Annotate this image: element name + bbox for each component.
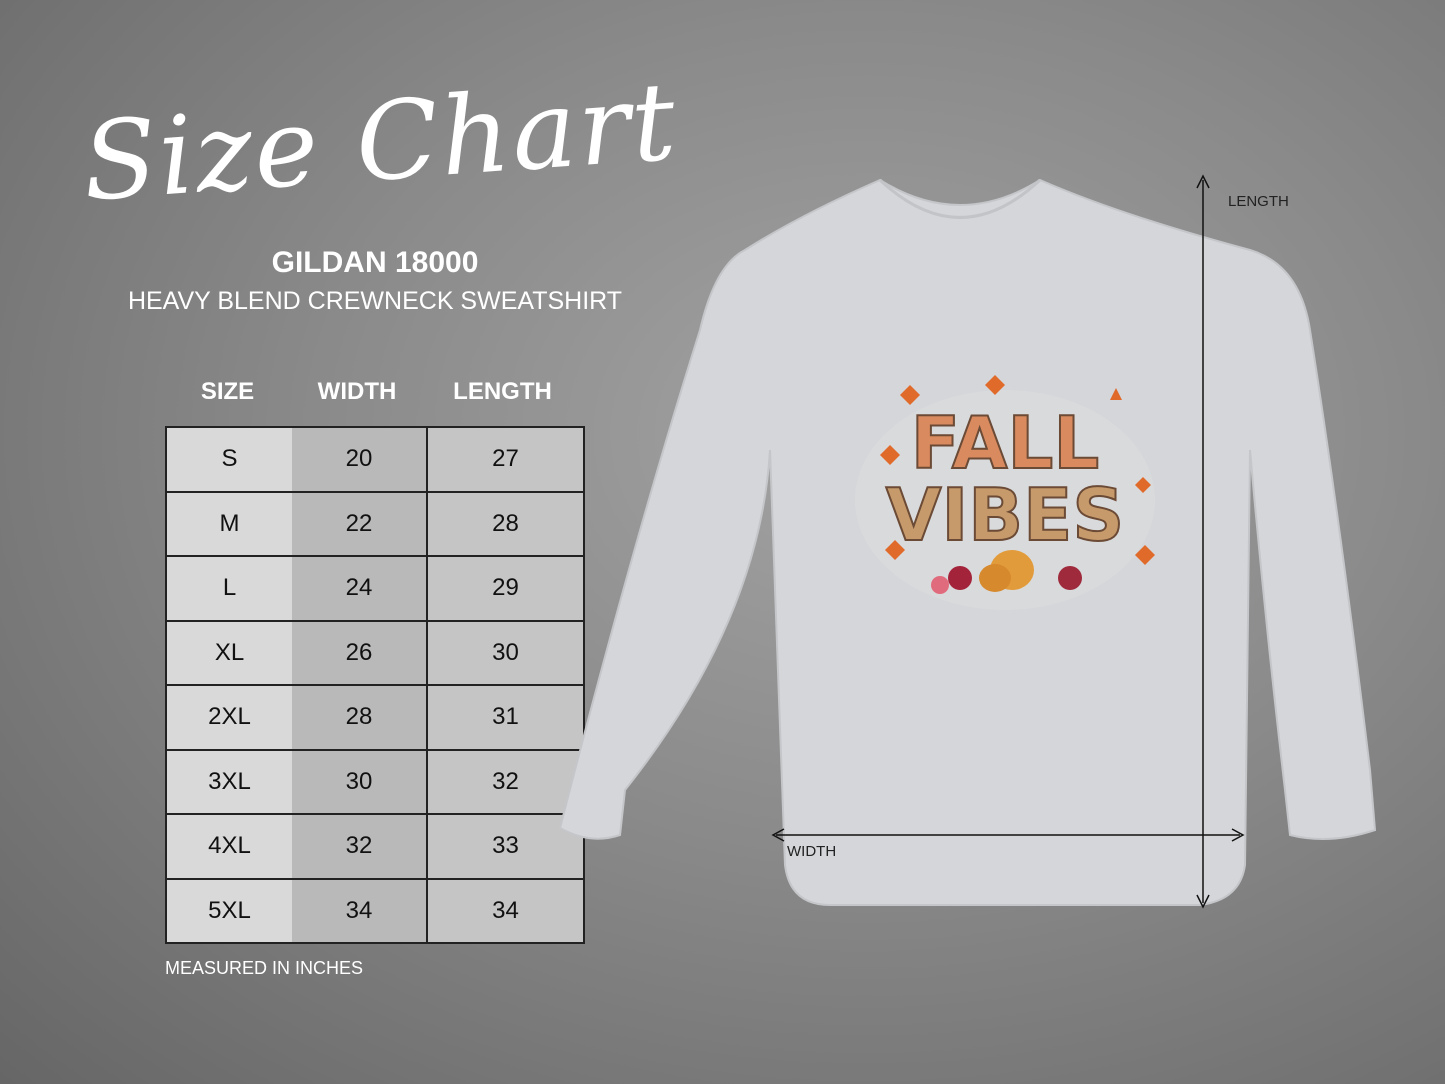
table-row: 3XL 30 32 <box>166 748 584 815</box>
width-cell: 24 <box>292 555 428 622</box>
width-cell: 32 <box>292 813 428 880</box>
column-header-width: WIDTH <box>317 378 397 405</box>
length-cell: 34 <box>427 877 584 944</box>
svg-text:VIBES: VIBES <box>886 473 1124 557</box>
column-header-size: SIZE <box>200 378 255 405</box>
table-row: M 22 28 <box>166 490 584 557</box>
length-cell: 30 <box>427 619 584 686</box>
length-cell: 27 <box>427 426 584 493</box>
product-subtitle: HEAVY BLEND CREWNECK SWEATSHIRT <box>127 287 623 315</box>
size-cell: 4XL <box>166 813 292 880</box>
table-row: 5XL 34 34 <box>166 877 584 944</box>
length-cell: 33 <box>427 813 584 880</box>
table-row: L 24 29 <box>166 555 584 622</box>
width-cell: 20 <box>292 426 428 493</box>
collar <box>878 178 1042 219</box>
length-cell: 28 <box>427 490 584 557</box>
size-cell: 2XL <box>166 684 292 751</box>
table-row: S 20 27 <box>166 426 584 493</box>
size-cell: 3XL <box>166 748 292 815</box>
length-cell: 32 <box>427 748 584 815</box>
width-label: WIDTH <box>787 843 837 860</box>
table-row: 2XL 28 31 <box>166 684 584 751</box>
width-cell: 26 <box>292 619 428 686</box>
length-cell: 29 <box>427 555 584 622</box>
length-cell: 31 <box>427 684 584 751</box>
size-cell: M <box>166 490 292 557</box>
width-cell: 28 <box>292 684 428 751</box>
size-cell: L <box>166 555 292 622</box>
size-cell: XL <box>166 619 292 686</box>
fall-vibes-print: FALL VIBES <box>855 375 1155 610</box>
measurement-note: MEASURED IN INCHES <box>165 958 364 978</box>
column-header-length: LENGTH <box>453 378 552 405</box>
brand-model: GILDAN 18000 <box>271 246 479 279</box>
size-table: S 20 27 M 22 28 L 24 29 XL 26 30 2XL 28 31 3XL 30 32 4XL 32… <box>165 426 585 944</box>
width-cell: 30 <box>292 748 428 815</box>
width-cell: 34 <box>292 877 428 944</box>
length-label: LENGTH <box>1228 193 1289 210</box>
table-row: 4XL 32 33 <box>166 813 584 880</box>
size-cell: 5XL <box>166 877 292 944</box>
size-cell: S <box>166 426 292 493</box>
svg-text:FALL: FALL <box>911 401 1099 485</box>
width-cell: 22 <box>292 490 428 557</box>
table-row: XL 26 30 <box>166 619 584 686</box>
